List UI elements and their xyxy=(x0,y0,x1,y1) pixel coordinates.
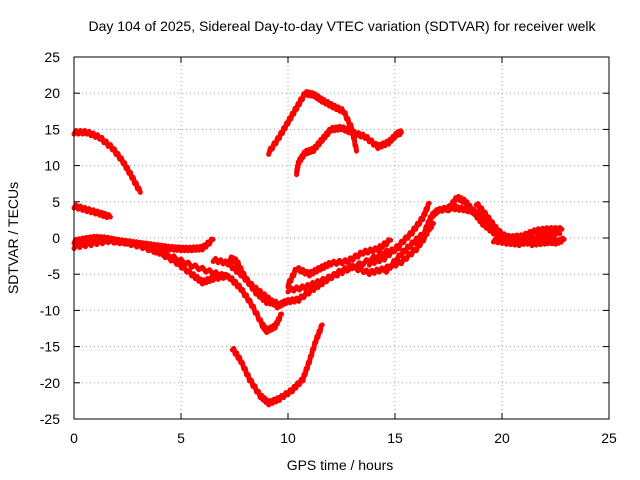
series-arc-17 xyxy=(473,201,565,245)
y-tick-label: 5 xyxy=(52,194,60,210)
series-arc-13 xyxy=(266,89,359,157)
series-arc-3 xyxy=(71,233,216,254)
y-axis-label: SDTVAR / TECUs xyxy=(5,182,21,294)
y-tick-label: 10 xyxy=(44,158,60,174)
x-tick-label: 5 xyxy=(177,430,185,446)
y-tick-label: -25 xyxy=(40,411,60,427)
y-tick-label: 0 xyxy=(52,230,60,246)
series-layer xyxy=(71,89,567,408)
x-tick-label: 10 xyxy=(280,430,296,446)
x-tick-label: 0 xyxy=(70,430,78,446)
series-arc-11 xyxy=(383,220,436,275)
y-tick-label: -20 xyxy=(40,375,60,391)
series-arc-2 xyxy=(71,202,113,221)
series-arc-10 xyxy=(366,200,432,268)
series-arc-5 xyxy=(146,245,285,335)
x-tick-label: 15 xyxy=(387,430,403,446)
series-arc-7 xyxy=(227,254,280,307)
y-tick-label: 20 xyxy=(44,85,60,101)
series-arc-8 xyxy=(285,237,394,290)
y-tick-label: -5 xyxy=(48,266,61,282)
series-arc-14 xyxy=(294,123,404,178)
y-tick-label: 15 xyxy=(44,121,60,137)
x-tick-label: 20 xyxy=(494,430,510,446)
series-arc-12 xyxy=(229,322,325,408)
x-axis-label: GPS time / hours xyxy=(287,457,394,473)
axis-ticks: 0 5 10 15 20 25 25 20 15 10 5 0 -5 -10 -15 -20 -25 xyxy=(40,49,617,446)
chart-title: Day 104 of 2025, Sidereal Day-to-day VTE… xyxy=(88,18,596,34)
series-arc-9 xyxy=(285,231,430,295)
series-arc-16 xyxy=(446,193,556,249)
y-tick-label: 25 xyxy=(44,49,60,65)
plot-frame xyxy=(73,56,610,420)
y-tick-label: -10 xyxy=(40,302,60,318)
series-arc-1 xyxy=(71,128,143,195)
y-tick-label: -15 xyxy=(40,339,60,355)
x-tick-label: 25 xyxy=(601,430,617,446)
series-arc-18 xyxy=(490,229,563,249)
